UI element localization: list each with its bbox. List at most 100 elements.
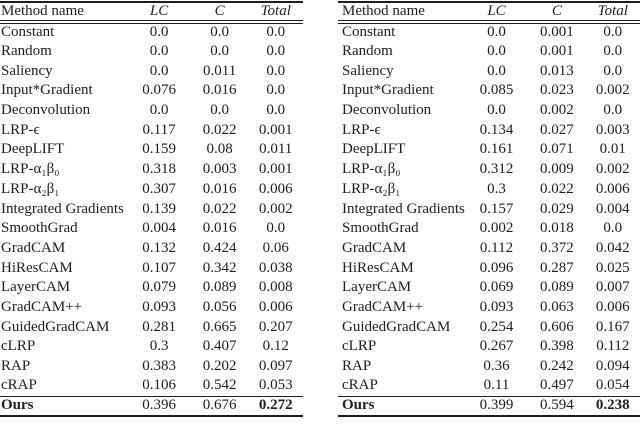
total-value-cell: 0.167	[595, 318, 630, 335]
method-name-cell: GuidedGradCAM	[342, 318, 451, 335]
table-row: Deconvolution 0.0 0.0 0.0	[0, 101, 303, 121]
method-name-cell: LRP-α₂β₁	[1, 180, 60, 197]
lc-metric-label: LC	[487, 3, 506, 19]
method-name-cell: DeepLIFT	[342, 141, 406, 158]
total-value-cell: 0.003	[595, 121, 630, 138]
table-row: LayerCAM 0.079 0.089 0.008	[0, 278, 303, 298]
table-row: Integrated Gradients 0.157 0.029 0.004	[338, 199, 640, 219]
lc-value-cell: 0.396	[142, 397, 176, 414]
lc-value-cell: 0.106	[142, 377, 176, 394]
c-value-cell: 0.071	[540, 141, 574, 158]
table-row: Random 0.0 0.0 0.0	[0, 42, 303, 62]
c-value-cell: 0.0	[210, 24, 230, 41]
table-row: LRP-α₂β₁ 0.3 0.022 0.006	[338, 180, 640, 200]
total-metric-label: Total	[597, 3, 628, 19]
lc-value-cell: 0.0	[487, 102, 506, 119]
method-name-cell: Constant	[342, 24, 396, 41]
total-value-cell: 0.001	[258, 161, 293, 178]
table-row: cRAP 0.11 0.497 0.054	[338, 376, 640, 396]
c-value-cell: 0.497	[540, 377, 574, 394]
method-name-cell: cLRP	[342, 338, 377, 355]
total-value-cell: 0.207	[258, 318, 293, 335]
c-value-cell: 0.016	[202, 82, 237, 99]
table-row: SmoothGrad 0.004 0.016 0.0	[0, 219, 303, 239]
lc-value-cell: 0.399	[479, 397, 514, 414]
method-name-cell: RAP	[1, 358, 31, 375]
table-row: Saliency 0.0 0.011 0.0	[0, 61, 303, 81]
c-value-cell: 0.542	[202, 377, 237, 394]
lc-value-cell: 0.3	[149, 338, 169, 355]
column-header-method: Method name	[342, 3, 425, 19]
total-value-cell: 0.112	[596, 338, 630, 355]
method-name-cell: Random	[1, 43, 52, 60]
method-name-cell: LRP-α₁β₀	[342, 161, 401, 178]
table-row: Constant 0.0 0.0 0.0	[0, 22, 303, 42]
c-value-cell: 0.022	[202, 121, 237, 138]
lc-value-cell: 0.132	[142, 239, 176, 256]
table-row: RAP 0.383 0.202 0.097	[0, 357, 303, 377]
c-value-cell: 0.002	[540, 102, 574, 119]
c-value-cell: 0.001	[540, 24, 574, 41]
c-value-cell: 0.08	[206, 141, 233, 158]
method-name-cell: SmoothGrad	[342, 220, 419, 237]
total-value-cell: 0.004	[595, 200, 630, 217]
total-value-cell: 0.094	[595, 358, 630, 375]
lc-value-cell: 0.079	[142, 279, 176, 296]
lc-value-cell: 0.0	[149, 24, 169, 41]
table-row: LRP-α₁β₀ 0.318 0.003 0.001	[0, 160, 303, 180]
method-name-cell: LRP-ϵ	[342, 121, 381, 138]
total-value-cell: 0.006	[595, 180, 630, 197]
lc-value-cell: 0.002	[479, 220, 514, 237]
column-header-lc: LC	[127, 2, 191, 22]
lc-value-cell: 0.093	[479, 298, 514, 315]
table-header: Method name LC C Total	[0, 2, 303, 22]
c-value-cell: 0.029	[540, 200, 574, 217]
lc-value-cell: 0.134	[479, 121, 514, 138]
total-value-cell: 0.002	[258, 200, 293, 217]
method-name-cell: Integrated Gradients	[342, 200, 465, 217]
method-name-cell: Input*Gradient	[342, 82, 434, 99]
header-row: Method name LC C Total	[338, 2, 640, 22]
lc-value-cell: 0.281	[142, 318, 176, 335]
c-value-cell: 0.0	[210, 43, 230, 60]
c-value-cell: 0.056	[202, 298, 237, 315]
lc-value-cell: 0.11	[483, 377, 510, 394]
table-row: LRP-ϵ 0.134 0.027 0.003	[338, 120, 640, 140]
total-value-cell: 0.008	[258, 279, 293, 296]
table-row: Ours 0.399 0.594 0.238	[338, 396, 640, 416]
method-name-cell: DeepLIFT	[1, 141, 65, 158]
table-header: Method name LC C Total	[338, 2, 640, 22]
column-header-method: Method name	[1, 3, 84, 19]
method-name-cell: GradCAM	[1, 239, 66, 256]
column-header-lc: LC	[465, 2, 528, 22]
lc-value-cell: 0.157	[479, 200, 514, 217]
table-row: LRP-α₁β₀ 0.312 0.009 0.002	[338, 160, 640, 180]
lc-value-cell: 0.096	[479, 259, 514, 276]
c-value-cell: 0.594	[540, 397, 574, 414]
c-value-cell: 0.287	[540, 259, 574, 276]
method-name-cell: LRP-α₁β₀	[1, 161, 60, 178]
lc-value-cell: 0.267	[479, 338, 514, 355]
method-name-cell: Ours	[342, 397, 375, 414]
total-value-cell: 0.006	[258, 180, 293, 197]
table-row: cRAP 0.106 0.542 0.053	[0, 376, 303, 396]
lc-value-cell: 0.312	[479, 161, 514, 178]
total-value-cell: 0.0	[266, 220, 286, 237]
total-value-cell: 0.011	[259, 141, 293, 158]
c-value-cell: 0.242	[540, 358, 574, 375]
method-name-cell: LRP-ϵ	[1, 121, 40, 138]
total-value-cell: 0.0	[603, 43, 623, 60]
c-value-cell: 0.023	[540, 82, 574, 99]
table-row: Ours 0.396 0.676 0.272	[0, 396, 303, 416]
method-name-cell: Integrated Gradients	[1, 200, 124, 217]
method-name-cell: RAP	[342, 358, 372, 375]
method-name-cell: cRAP	[342, 377, 378, 394]
lc-value-cell: 0.0	[149, 62, 169, 79]
c-value-cell: 0.424	[202, 239, 237, 256]
method-name-cell: cLRP	[1, 338, 36, 355]
total-value-cell: 0.0	[266, 43, 286, 60]
lc-value-cell: 0.004	[142, 220, 176, 237]
c-value-cell: 0.009	[540, 161, 574, 178]
total-value-cell: 0.054	[595, 377, 630, 394]
